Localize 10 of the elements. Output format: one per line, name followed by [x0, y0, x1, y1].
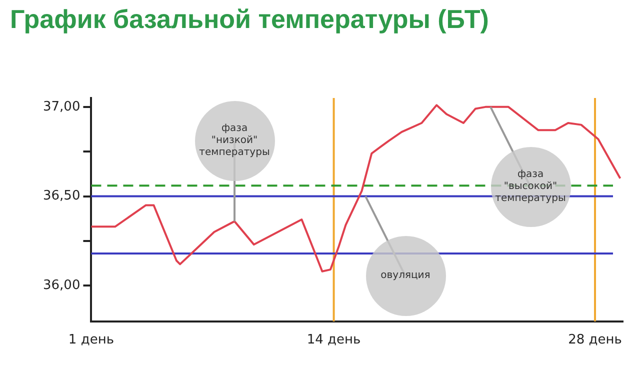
y-tick-label: 36,50 [43, 188, 80, 204]
x-tick-label: 1 день [68, 332, 114, 348]
y-tick-label: 37,00 [43, 99, 80, 114]
x-tick-label: 14 день [306, 332, 361, 348]
chart-title: График базальной температуры (БТ) [10, 4, 489, 35]
y-tick-label: 36,00 [43, 278, 80, 294]
callout-circle: фаза "низкой" температуры [194, 101, 275, 182]
callout-circle: овуляция [366, 236, 446, 316]
callout-circle: фаза "высокой" температуры [490, 146, 571, 227]
x-tick-label: 28 день [568, 332, 622, 348]
